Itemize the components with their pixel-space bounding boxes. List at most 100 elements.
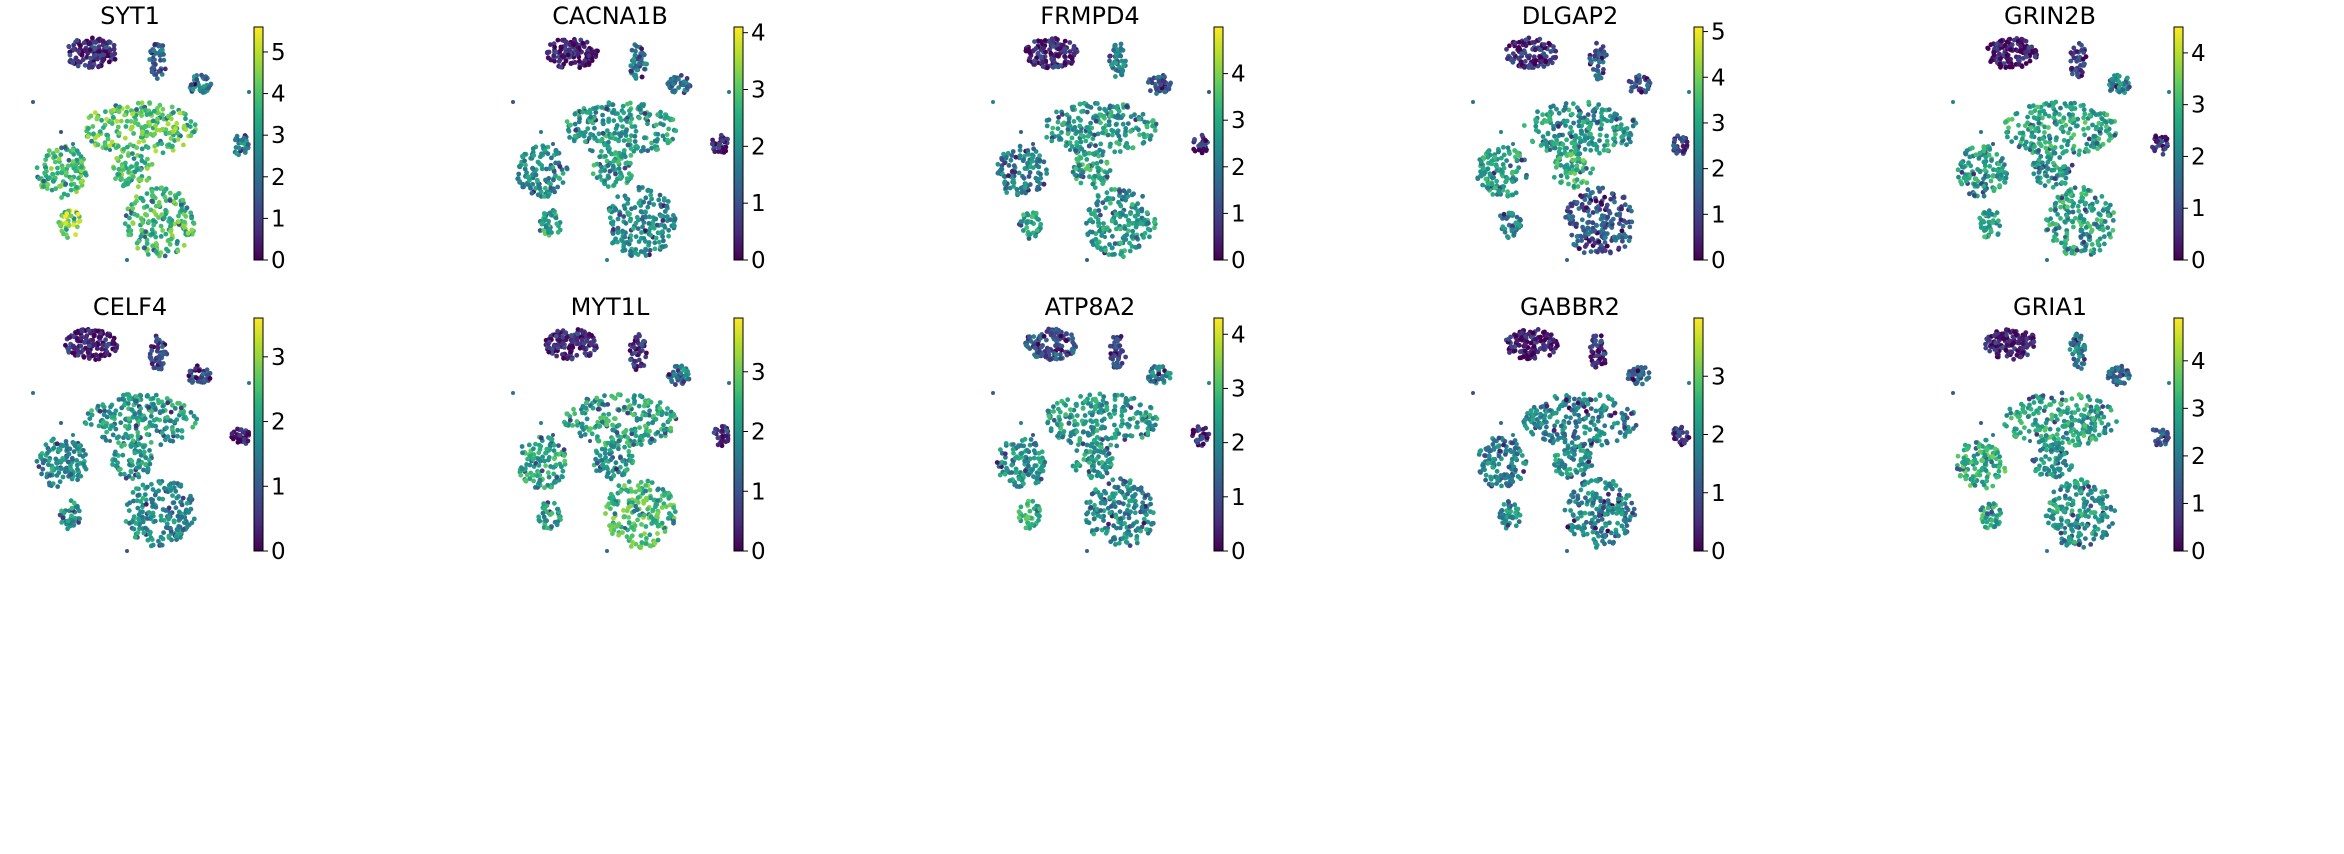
colorbar-tick-label: 3 bbox=[751, 78, 766, 104]
umap-point bbox=[1062, 61, 1068, 66]
umap-point bbox=[1478, 169, 1483, 175]
umap-point bbox=[1113, 122, 1119, 127]
umap-point bbox=[640, 50, 645, 56]
umap-point bbox=[1096, 153, 1102, 159]
umap-point bbox=[2031, 160, 2037, 166]
umap-point bbox=[582, 129, 588, 135]
umap-point bbox=[1150, 123, 1155, 129]
umap-point bbox=[571, 42, 576, 48]
umap-point bbox=[1047, 47, 1052, 52]
umap-point bbox=[107, 47, 113, 53]
umap-point bbox=[94, 116, 100, 122]
umap-point bbox=[159, 185, 165, 191]
umap-point bbox=[1107, 168, 1113, 173]
umap-point bbox=[123, 124, 129, 129]
umap-point bbox=[207, 376, 213, 381]
umap-point bbox=[2059, 180, 2065, 185]
umap-point bbox=[1092, 185, 1098, 191]
umap-point bbox=[1152, 219, 1157, 225]
umap-point bbox=[610, 240, 615, 246]
umap-point bbox=[1510, 192, 1516, 198]
umap-point bbox=[2106, 138, 2112, 143]
umap-point bbox=[634, 44, 639, 49]
umap-point bbox=[149, 409, 155, 415]
umap-point bbox=[576, 119, 582, 125]
umap-point bbox=[95, 328, 100, 334]
umap-point bbox=[188, 410, 194, 415]
umap-point bbox=[1955, 167, 1961, 173]
umap-point bbox=[163, 231, 169, 237]
umap-point bbox=[560, 180, 566, 186]
umap-point bbox=[1024, 219, 1030, 225]
umap-point bbox=[2074, 247, 2080, 253]
umap-point bbox=[140, 129, 145, 135]
umap-point bbox=[1494, 167, 1500, 173]
umap-point bbox=[75, 352, 81, 358]
umap-point bbox=[1581, 158, 1586, 163]
umap-point bbox=[629, 116, 635, 122]
umap-point bbox=[122, 221, 128, 227]
umap-point bbox=[1987, 163, 1993, 169]
umap-point bbox=[154, 76, 160, 81]
umap-point bbox=[593, 105, 599, 111]
umap-point bbox=[124, 118, 130, 124]
umap-point bbox=[1983, 227, 1988, 233]
umap-point bbox=[122, 135, 128, 141]
umap-point bbox=[196, 82, 201, 88]
umap-point bbox=[190, 379, 196, 384]
umap-point bbox=[151, 108, 157, 114]
umap-point bbox=[2087, 112, 2093, 118]
umap-point bbox=[156, 215, 161, 220]
umap-point bbox=[592, 125, 597, 131]
colorbar-tick-label: 2 bbox=[751, 134, 766, 160]
umap-point bbox=[1573, 221, 1579, 227]
umap-point bbox=[143, 212, 149, 218]
umap-point bbox=[1967, 191, 1972, 197]
umap-point bbox=[2083, 244, 2089, 250]
umap-point bbox=[149, 161, 155, 167]
umap-point bbox=[1059, 130, 1064, 135]
umap-point bbox=[1514, 157, 1520, 163]
umap-point bbox=[149, 193, 155, 199]
umap-point bbox=[106, 39, 112, 45]
umap-point bbox=[59, 130, 63, 134]
umap-point bbox=[131, 156, 137, 162]
umap-point bbox=[1597, 189, 1602, 194]
umap-point bbox=[1951, 100, 1955, 104]
umap-point bbox=[153, 234, 159, 240]
umap-point bbox=[81, 40, 87, 46]
umap-point bbox=[1021, 228, 1026, 233]
umap-point bbox=[2023, 139, 2029, 145]
umap-point bbox=[122, 112, 127, 118]
umap-point bbox=[1112, 42, 1118, 48]
umap-point bbox=[1101, 125, 1106, 131]
umap-point bbox=[1964, 148, 1970, 154]
colorbar-tick-label: 1 bbox=[751, 191, 766, 217]
umap-point bbox=[548, 42, 553, 47]
umap-point bbox=[2067, 126, 2073, 132]
umap-point bbox=[163, 211, 169, 217]
umap-point bbox=[643, 214, 649, 220]
umap-point bbox=[1998, 38, 2004, 44]
umap-point bbox=[1628, 139, 1633, 145]
umap-point bbox=[543, 224, 549, 230]
umap-point bbox=[2031, 171, 2037, 177]
umap-point bbox=[1509, 170, 1515, 176]
umap-point bbox=[600, 112, 605, 118]
umap-point bbox=[1574, 167, 1579, 173]
umap-point bbox=[1597, 132, 1603, 138]
umap-point bbox=[1002, 160, 1007, 166]
umap-point bbox=[1530, 40, 1535, 45]
umap-point bbox=[2151, 146, 2157, 152]
umap-point bbox=[2057, 167, 2063, 172]
umap-point bbox=[1529, 138, 1535, 144]
umap-point bbox=[149, 344, 154, 349]
umap-point bbox=[1192, 137, 1197, 142]
umap-point bbox=[67, 335, 73, 340]
umap-scatter bbox=[31, 35, 251, 262]
umap-point bbox=[637, 54, 642, 59]
umap-point bbox=[1584, 242, 1589, 248]
umap-point bbox=[1598, 126, 1604, 132]
umap-point bbox=[1598, 200, 1604, 206]
